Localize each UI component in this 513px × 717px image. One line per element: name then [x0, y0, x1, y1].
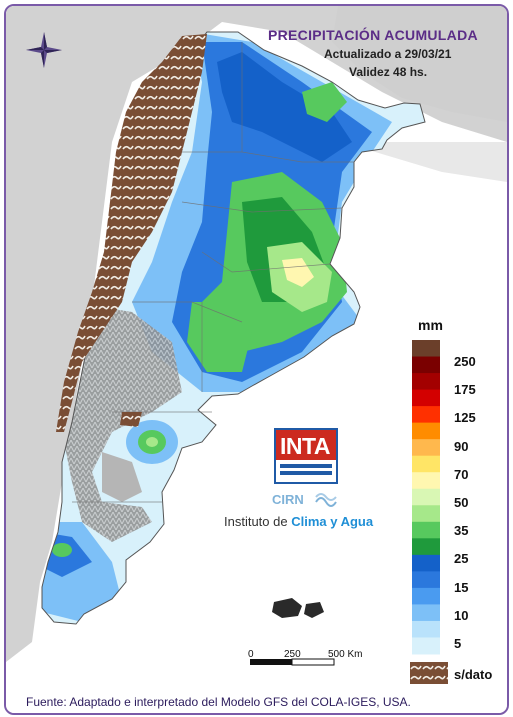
scale-tick-250: 250: [284, 649, 301, 660]
legend-label: 25: [454, 551, 469, 567]
legend-swatch: [412, 389, 440, 407]
legend-swatch: [412, 373, 440, 391]
legend-swatch: [412, 422, 440, 440]
legend-label: 50: [454, 495, 469, 510]
legend-label: 15: [454, 579, 469, 595]
legend-label: 10: [454, 607, 469, 623]
malvinas-islands: [272, 598, 324, 618]
legend-swatch: [412, 620, 440, 638]
legend-label: 35: [454, 523, 469, 539]
legend-label: 250: [454, 354, 476, 369]
legend-swatch: [412, 637, 440, 655]
legend-swatch: [412, 340, 440, 358]
precipitation-map: [6, 6, 507, 713]
inta-logo: [274, 428, 338, 484]
scale-tick-500: 500 Km: [328, 649, 363, 660]
institute-prefix: Instituto de: [224, 514, 292, 529]
legend-label: 90: [454, 438, 469, 454]
legend-swatch: [412, 406, 440, 424]
institute-highlight: Clima y Agua: [291, 514, 374, 529]
no-data-label: s/dato: [454, 667, 493, 682]
legend-label: 125: [454, 410, 476, 426]
water-drop-icon: [315, 493, 337, 507]
no-data-hatch-icon: [410, 662, 448, 684]
legend-swatch: [412, 538, 440, 556]
legend-label: 5: [454, 636, 462, 651]
legend-swatch: [412, 554, 440, 572]
legend-swatch: [412, 521, 440, 539]
institute-name: Instituto de Clima y Agua: [224, 514, 373, 529]
legend-swatch: [412, 356, 440, 374]
legend-swatch: [412, 455, 440, 473]
legend-swatch: [412, 571, 440, 589]
legend-color-bar: [412, 340, 440, 655]
legend-swatch: [412, 472, 440, 490]
legend-swatch: [412, 587, 440, 605]
update-date: Actualizado a 29/03/21: [324, 47, 452, 61]
legend-swatch: [412, 505, 440, 523]
map-title: PRECIPITACIÓN ACUMULADA: [268, 27, 478, 43]
legend-unit: mm: [418, 317, 443, 333]
legend-swatch: [412, 604, 440, 622]
validity-text: Validez 48 hs.: [349, 65, 428, 79]
inta-logo-text: INTA: [280, 433, 330, 459]
scale-tick-0: 0: [248, 649, 254, 660]
map-frame: PRECIPITACIÓN ACUMULADA Actualizado a 29…: [4, 4, 509, 715]
scale-bar: [250, 658, 335, 666]
legend-label: 175: [454, 382, 476, 398]
source-footer: Fuente: Adaptado e interpretado del Mode…: [26, 695, 411, 709]
legend-swatch: [412, 488, 440, 506]
legend-swatch: [412, 439, 440, 457]
cirn-label: CIRN: [272, 492, 304, 507]
legend-label: 70: [454, 466, 469, 482]
compass-rose-icon: [26, 32, 62, 68]
andes-no-data-area: [56, 34, 207, 432]
